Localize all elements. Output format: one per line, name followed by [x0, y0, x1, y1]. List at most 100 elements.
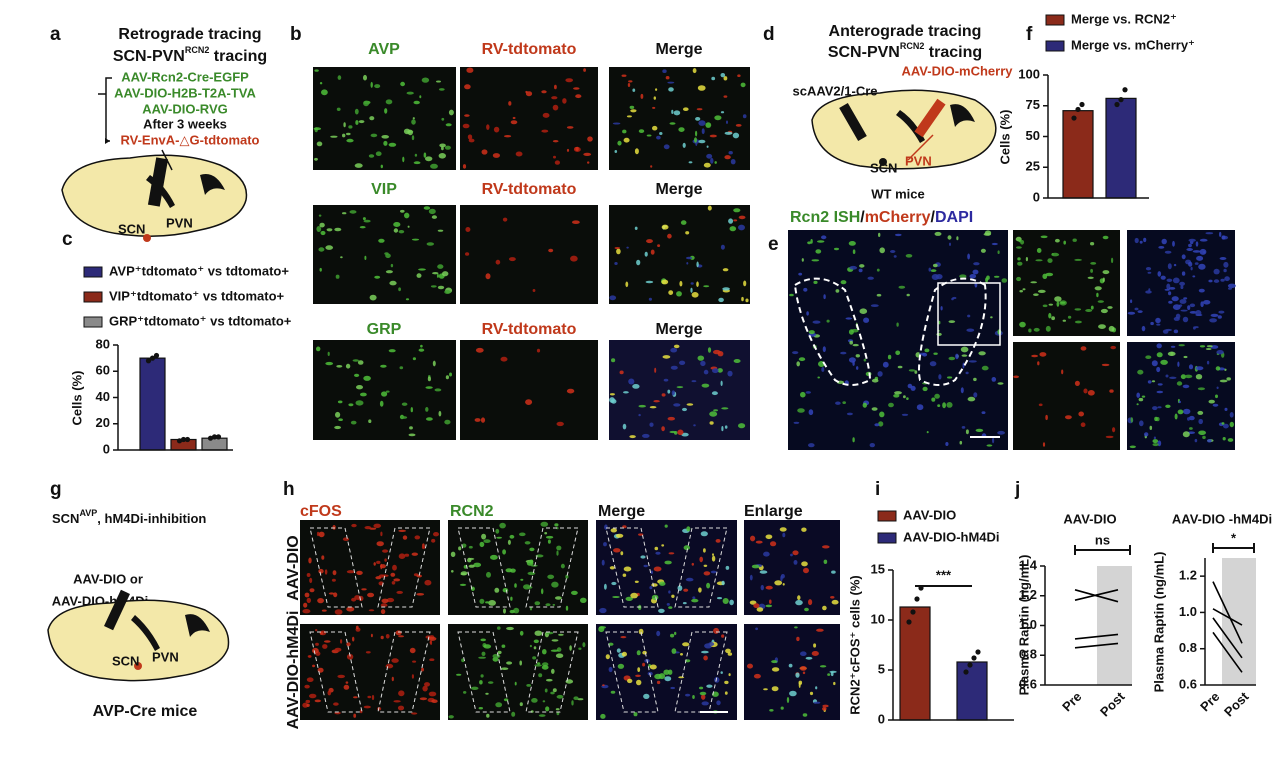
cell-signal — [364, 526, 372, 530]
cell-signal — [817, 240, 825, 243]
cell-signal — [763, 551, 770, 557]
cell-signal — [483, 644, 492, 649]
cell-signal — [1030, 281, 1038, 284]
cell-signal — [696, 261, 699, 268]
cell-signal — [629, 105, 635, 109]
cell-signal — [315, 642, 319, 646]
cell-signal — [1062, 319, 1067, 322]
cell-signal — [1129, 445, 1136, 449]
cell-signal — [492, 153, 500, 158]
cell-signal — [673, 110, 681, 116]
cell-signal — [697, 85, 706, 91]
cell-signal — [960, 346, 969, 353]
cell-signal — [324, 640, 331, 643]
cell-signal — [416, 574, 423, 578]
brain-structure — [131, 614, 210, 651]
cell-signal — [698, 139, 706, 144]
data-line — [1074, 589, 1119, 601]
cell-signal — [1219, 379, 1228, 383]
column-label: RV-tdtomato — [482, 181, 577, 198]
cell-signal — [673, 344, 680, 349]
cell-signal — [1210, 313, 1219, 317]
cell-signal — [1060, 301, 1066, 304]
cell-signal — [842, 401, 846, 404]
cell-signal — [333, 702, 339, 706]
cell-signal — [552, 603, 556, 606]
cell-signal — [722, 268, 729, 272]
cell-signal — [437, 264, 444, 269]
cell-signal — [459, 583, 467, 587]
cell-signal — [694, 137, 697, 143]
cell-signal — [551, 639, 559, 642]
data-point — [910, 609, 916, 615]
injection-label: AAV-DIO-mCherry — [901, 63, 1013, 78]
cell-signal — [630, 109, 637, 113]
cell-signal — [646, 134, 652, 137]
x-tick-label: Post — [1221, 688, 1252, 719]
text: / — [860, 209, 865, 226]
cell-signal — [962, 362, 965, 369]
cell-signal — [541, 129, 549, 133]
cell-signal — [380, 563, 383, 570]
cell-signal — [331, 578, 336, 582]
cell-signal — [580, 597, 587, 603]
cell-signal — [707, 347, 712, 353]
cell-signal — [1016, 276, 1022, 282]
data-point — [215, 434, 222, 440]
syringe — [839, 103, 867, 141]
cell-signal — [321, 89, 328, 96]
cell-signal — [519, 532, 526, 537]
cell-signal — [1111, 257, 1114, 263]
cell-signal — [335, 274, 340, 279]
cell-signal — [946, 402, 953, 408]
y-axis-title: Cells (%) — [997, 110, 1012, 165]
cell-signal — [583, 68, 586, 72]
cell-signal — [575, 146, 579, 151]
y-axis-title: Plasma Raptin (ng/mL) — [1151, 552, 1166, 693]
y-tick-label: 0 — [878, 711, 885, 726]
cell-signal — [1221, 422, 1225, 425]
cell-signal — [661, 426, 665, 432]
cell-signal — [1151, 360, 1158, 367]
cell-signal — [654, 673, 662, 680]
cell-signal — [1102, 235, 1109, 240]
data-point — [153, 352, 160, 359]
cell-signal — [706, 684, 713, 688]
cell-signal — [632, 88, 636, 92]
cell-signal — [725, 648, 731, 654]
data-point — [1071, 115, 1077, 121]
cell-signal — [355, 625, 359, 630]
cell-signal — [747, 663, 753, 669]
cell-signal — [1139, 240, 1143, 244]
cell-signal — [370, 81, 373, 88]
cell-signal — [643, 693, 650, 700]
cell-signal — [934, 393, 940, 399]
cell-signal — [896, 322, 899, 327]
cell-signal — [661, 393, 666, 397]
cell-signal — [426, 417, 433, 421]
cell-signal — [1194, 326, 1199, 329]
cell-signal — [535, 554, 544, 558]
cell-signal — [306, 573, 311, 577]
cell-signal — [536, 662, 541, 665]
cell-signal — [656, 135, 661, 140]
cell-signal — [402, 535, 408, 540]
cell-signal — [671, 648, 677, 654]
cell-signal — [1207, 439, 1212, 443]
cell-signal — [650, 570, 654, 574]
cell-signal — [309, 588, 315, 593]
cell-signal — [1179, 281, 1185, 286]
cell-signal — [650, 165, 653, 168]
cell-signal — [532, 289, 536, 292]
cell-signal — [309, 577, 313, 584]
cell-signal — [529, 547, 535, 552]
cell-signal — [423, 206, 431, 210]
cell-signal — [922, 352, 928, 357]
cell-signal — [425, 407, 429, 412]
cell-signal — [525, 399, 533, 405]
cell-signal — [701, 383, 710, 388]
cell-signal — [800, 651, 807, 656]
cell-signal — [325, 245, 334, 250]
cell-signal — [897, 365, 903, 369]
syringe — [914, 98, 946, 138]
